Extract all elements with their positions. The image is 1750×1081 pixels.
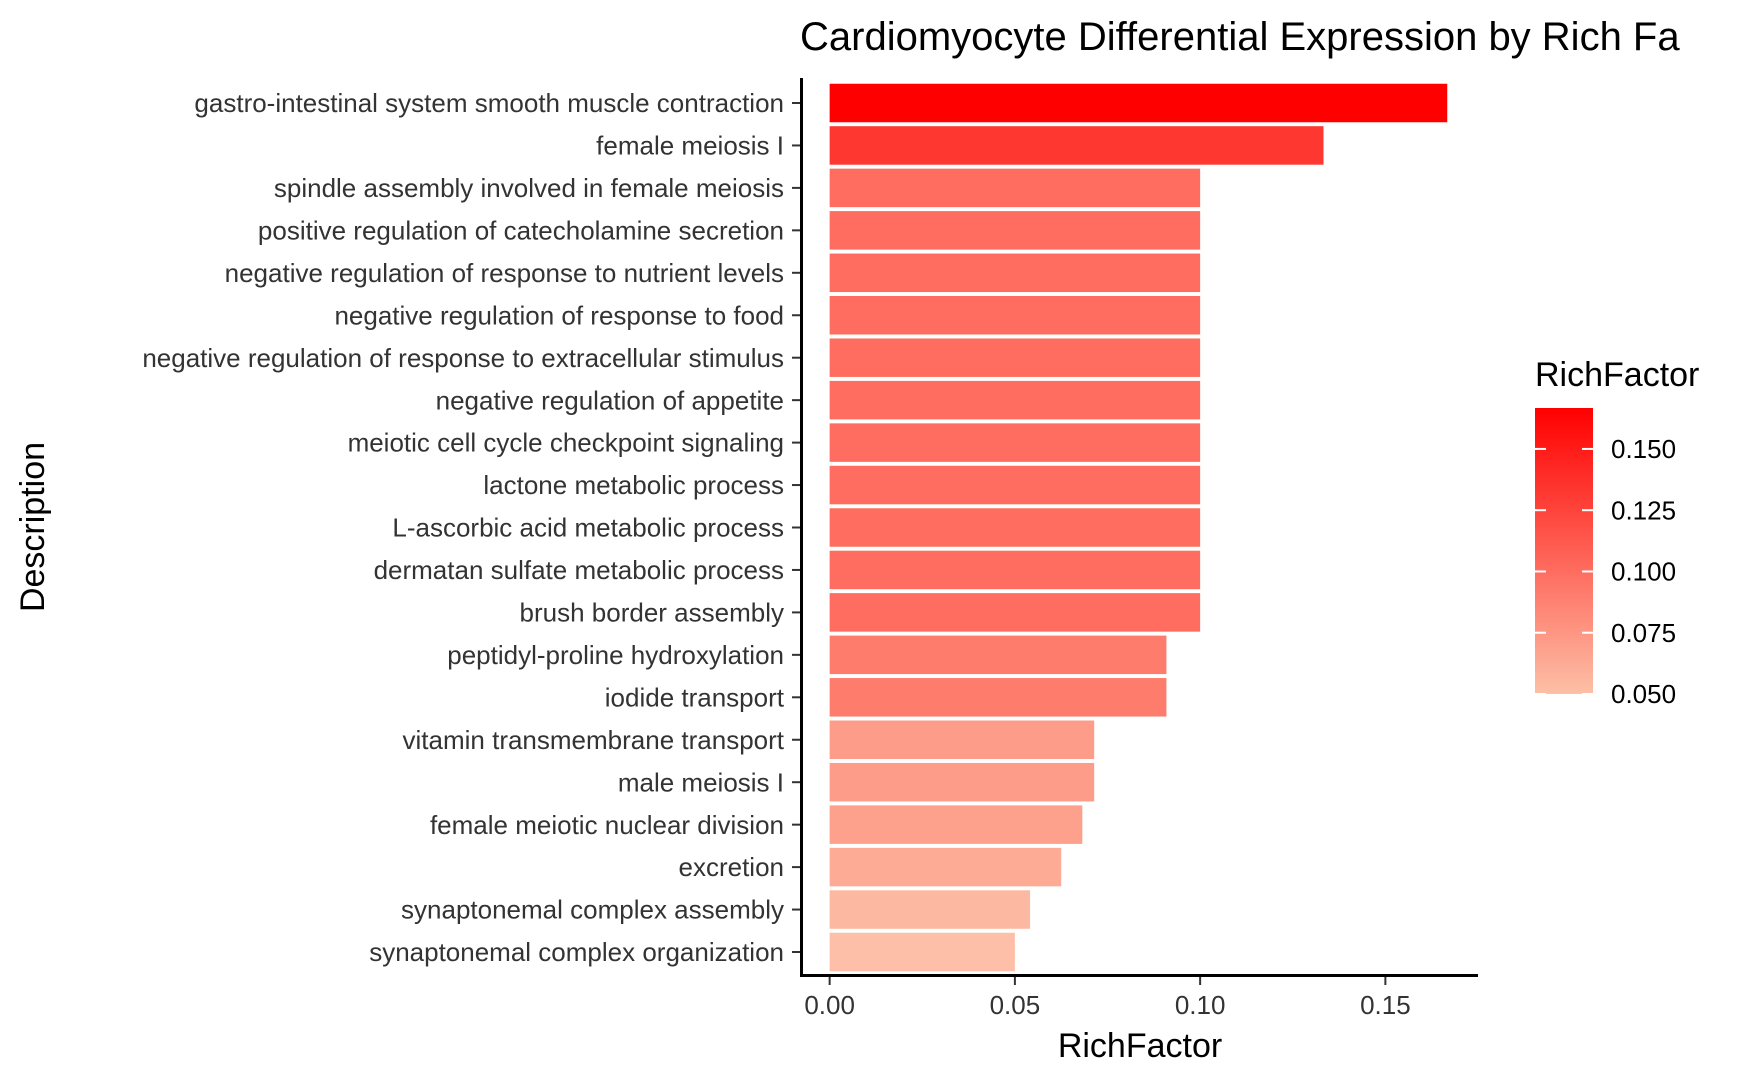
y-tick-marks [792,102,800,953]
y-tick-label: meiotic cell cycle checkpoint signaling [348,428,784,458]
bar [829,593,1201,632]
x-ticks: 0.00 0.05 0.10 0.15 [804,977,1411,1020]
legend-tick-label: 0.125 [1611,495,1676,525]
y-tick-label: positive regulation of catecholamine sec… [258,215,784,245]
bar [829,932,1015,972]
bar [829,83,1448,123]
bar [829,678,1167,717]
x-axis-label: RichFactor [1058,1027,1222,1065]
legend-tick-label: 0.050 [1611,679,1676,709]
bar [829,805,1083,844]
y-tick-label: synaptonemal complex assembly [401,895,784,925]
bar [829,762,1095,802]
legend-tick-label: 0.075 [1611,618,1676,648]
y-tick-label: vitamin transmembrane transport [403,725,785,755]
bar [829,890,1031,929]
y-tick-label: brush border assembly [520,598,784,628]
y-tick-label: negative regulation of appetite [436,385,784,415]
x-tick-label: 0.00 [804,990,855,1020]
y-tick-label: negative regulation of response to extra… [142,343,784,373]
bar [829,338,1201,377]
x-tick-label: 0.10 [1175,990,1226,1020]
bar [829,465,1201,505]
y-tick-label: synaptonemal complex organization [369,937,784,967]
y-tick-labels: gastro-intestinal system smooth muscle c… [142,88,784,967]
y-tick-label: iodide transport [605,682,785,712]
legend-ticks: 0.150 0.125 0.100 0.075 0.050 [1535,434,1676,709]
x-tick-label: 0.15 [1360,990,1411,1020]
bar [829,168,1201,208]
y-tick-label: spindle assembly involved in female meio… [274,173,784,203]
bar [829,847,1062,887]
y-tick-label: excretion [679,852,785,882]
y-tick-label: dermatan sulfate metabolic process [374,555,784,585]
legend-colorbar [1535,408,1593,694]
bar [829,126,1324,165]
y-axis-label: Description [14,442,52,612]
bars-group [829,83,1448,972]
y-tick-label: L-ascorbic acid metabolic process [392,513,784,543]
x-tick-label: 0.05 [990,990,1041,1020]
chart-title: Cardiomyocyte Differential Expression by… [800,15,1680,59]
bar [829,296,1201,335]
y-tick-label: gastro-intestinal system smooth muscle c… [194,88,784,118]
legend-tick-label: 0.150 [1611,434,1676,464]
y-tick-label: female meiosis I [596,131,784,161]
bar [829,253,1201,293]
legend: RichFactor 0.150 0.125 0.100 0.075 0.050 [1535,356,1699,709]
bar [829,550,1201,590]
legend-title: RichFactor [1535,356,1699,394]
y-tick-label: peptidyl-proline hydroxylation [447,640,784,670]
legend-tick-label: 0.100 [1611,557,1676,587]
bar [829,211,1201,250]
bar [829,380,1201,420]
y-tick-label: negative regulation of response to nutri… [225,258,784,288]
bar [829,720,1095,759]
bar [829,423,1201,462]
bar [829,635,1167,675]
y-tick-label: lactone metabolic process [483,470,784,500]
y-tick-label: negative regulation of response to food [334,300,784,330]
y-tick-label: female meiotic nuclear division [430,810,784,840]
y-tick-label: male meiosis I [618,767,784,797]
bar [829,508,1201,547]
